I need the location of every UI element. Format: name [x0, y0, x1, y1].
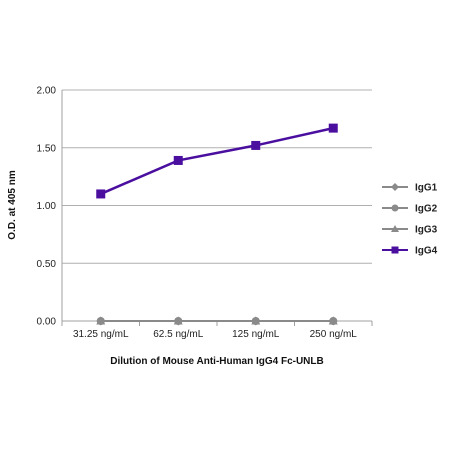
legend-item: IgG4	[382, 246, 438, 257]
legend-label: IgG3	[415, 225, 438, 236]
y-tick-label: 0.00	[37, 317, 57, 328]
data-point	[251, 140, 261, 150]
gridlines	[62, 89, 372, 264]
data-point	[328, 316, 338, 325]
legend-label: IgG1	[415, 183, 438, 194]
y-tick-label: 1.50	[37, 143, 57, 154]
series-line	[100, 126, 334, 196]
series-IgG4	[96, 123, 338, 199]
legend-item: IgG2	[382, 204, 438, 215]
x-tick-label: 250 ng/mL	[310, 329, 358, 340]
x-axis-title: Dilution of Mouse Anti-Human IgG4 Fc-UNL…	[110, 356, 324, 367]
data-point	[173, 316, 183, 325]
x-tick-label: 125 ng/mL	[232, 329, 280, 340]
y-axis-ticks: 0.00 0.50 1.00 1.50 2.00	[37, 86, 57, 328]
legend-item: IgG3	[382, 225, 438, 236]
x-axis-ticks: 31.25 ng/mL 62.5 ng/mL 125 ng/mL 250 ng/mL	[61, 321, 373, 340]
legend-item: IgG1	[382, 183, 438, 194]
data-point	[328, 123, 338, 133]
data-point	[96, 316, 106, 325]
data-point	[96, 189, 106, 199]
y-tick-label: 0.50	[37, 259, 57, 270]
legend-marker	[391, 225, 399, 232]
data-point	[251, 316, 261, 325]
series-IgG3	[96, 316, 338, 325]
x-tick-label: 62.5 ng/mL	[153, 329, 203, 340]
legend-marker	[391, 246, 399, 254]
legend: IgG1 IgG2 IgG3 IgG4	[382, 183, 438, 257]
legend-marker	[391, 204, 399, 212]
y-tick-label: 1.00	[37, 201, 57, 212]
y-tick-label: 2.00	[37, 86, 57, 97]
y-axis-title: O.D. at 405 nm	[7, 170, 18, 240]
legend-label: IgG2	[415, 204, 438, 215]
legend-label: IgG4	[415, 246, 438, 257]
data-point	[173, 155, 183, 165]
series-layer	[96, 123, 338, 326]
legend-marker	[391, 183, 399, 191]
x-tick-label: 31.25 ng/mL	[73, 329, 129, 340]
